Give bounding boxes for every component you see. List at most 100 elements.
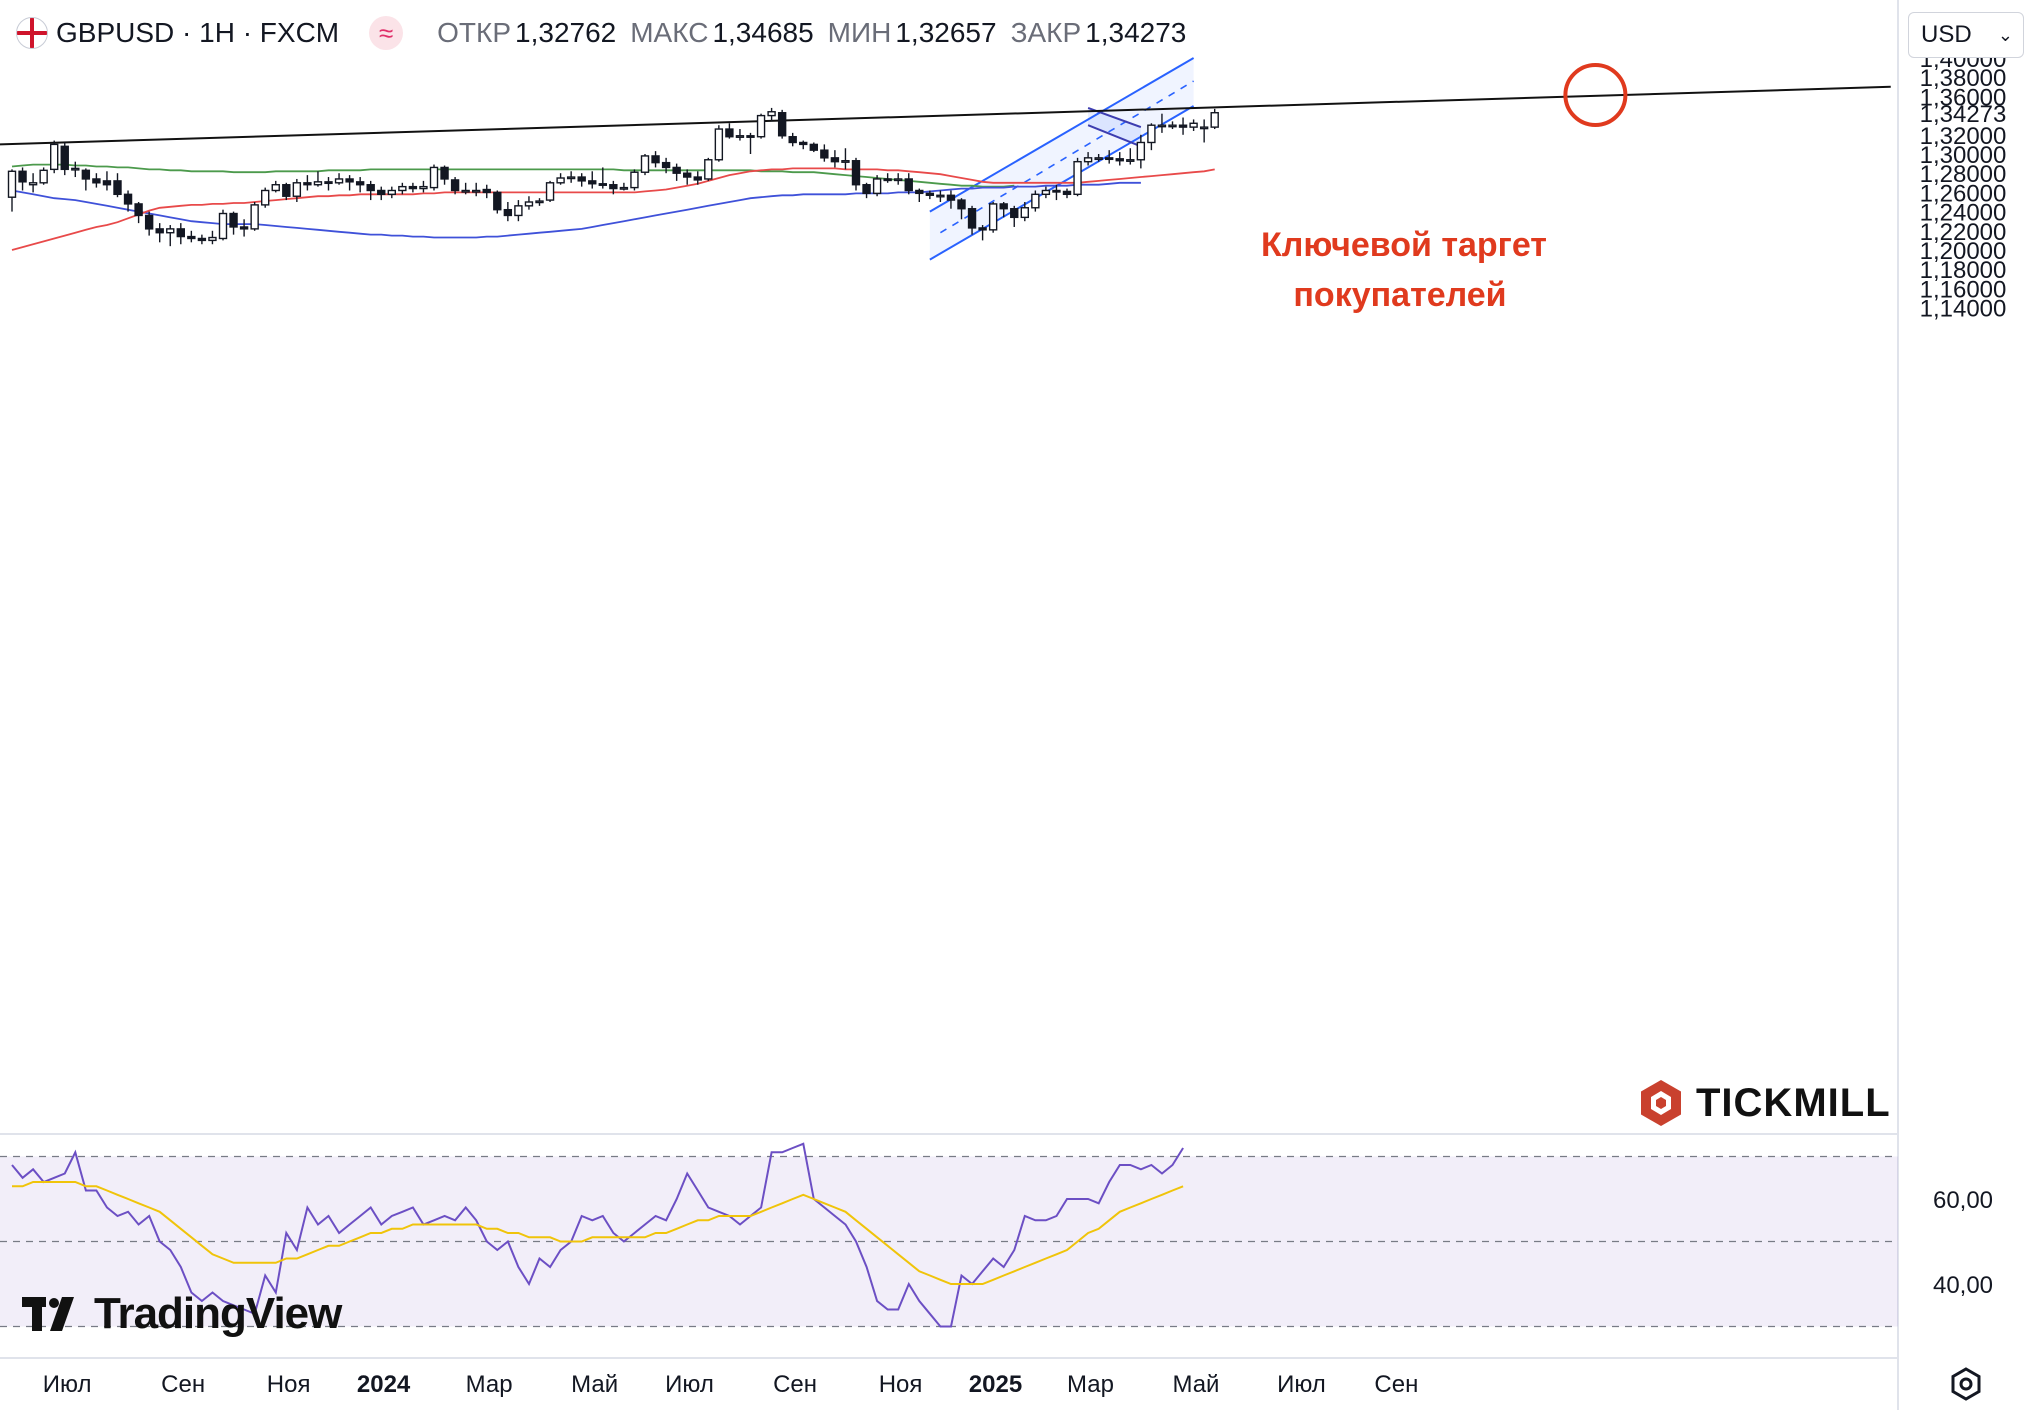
candle [1115, 158, 1124, 162]
candle [883, 178, 892, 182]
candle [630, 171, 639, 189]
candle [493, 191, 502, 211]
candle [946, 194, 956, 201]
candle [39, 169, 48, 184]
open-value: 1,32762 [515, 17, 617, 48]
candle [197, 237, 207, 242]
candle [894, 178, 903, 182]
price-tick-label: 1,18000 [1920, 257, 2007, 284]
channel-layer[interactable] [929, 57, 1195, 261]
candle [1136, 141, 1146, 161]
currency-value: USD [1921, 21, 1972, 48]
candle [746, 135, 755, 138]
time-tick-label: Июл [665, 1371, 714, 1398]
time-tick-label: Сен [1374, 1371, 1418, 1398]
candle [872, 178, 882, 195]
candle [1041, 189, 1051, 196]
candle [7, 170, 17, 198]
time-tick-label: Сен [161, 1371, 205, 1398]
candle [218, 212, 228, 240]
indicator-wave-icon[interactable]: ≈ [369, 16, 404, 50]
candle [841, 160, 850, 163]
candle [915, 189, 924, 195]
price-tick-label: 1,30000 [1920, 142, 2007, 169]
flag-lower-line [1087, 124, 1142, 148]
tradingview-mark-icon [22, 1297, 74, 1331]
candle [187, 235, 196, 240]
candle [1010, 208, 1019, 219]
candle [756, 114, 766, 138]
high-label: МАКС [630, 17, 709, 48]
gear-icon[interactable] [1948, 1366, 1984, 1402]
price-axis[interactable]: 1,420001,400001,380001,360001,320001,300… [1920, 27, 2007, 323]
price-tick-label: 1,22000 [1920, 219, 2007, 246]
high-value: 1,34685 [712, 17, 814, 48]
candle [313, 181, 323, 186]
candle [566, 176, 576, 180]
candle [1178, 124, 1188, 128]
candles-layer [7, 107, 1219, 247]
candle [1157, 124, 1167, 128]
candle [524, 201, 534, 207]
time-axis[interactable]: Июл Сен Ноя 2024 Мар Май Июл Сен Ноя 2025 Мар Май Ию… [43, 1371, 1419, 1398]
candle [704, 159, 713, 180]
chevron-down-icon: ⌄ [1997, 24, 2013, 45]
last-price-label: 1,34273 [1920, 101, 2007, 128]
flag-fill [1088, 107, 1141, 147]
candle [683, 172, 692, 178]
chart-header: GBPUSD · 1H · FXCM ≈ ОТКР 1,32762 МАКС 1… [16, 12, 1186, 54]
candle [208, 236, 217, 242]
candle [1031, 193, 1040, 209]
candle [1094, 157, 1103, 161]
ma-green-line [11, 163, 1015, 188]
time-tick-label: Июл [1277, 1371, 1326, 1398]
target-layer [1563, 62, 1628, 127]
candle [419, 185, 428, 190]
candle [60, 145, 69, 171]
candle [904, 178, 913, 192]
candle [925, 192, 935, 196]
candle [71, 167, 80, 171]
candle [1104, 157, 1114, 161]
gbp-usd-flag-icon [16, 17, 48, 49]
candle [271, 184, 280, 192]
candle [1168, 124, 1177, 128]
low-value: 1,32657 [895, 17, 997, 48]
candle [355, 181, 365, 186]
candle [1189, 122, 1198, 128]
candle [1020, 207, 1029, 219]
candle [598, 183, 607, 186]
trendline-layer[interactable] [0, 85, 1891, 146]
candle [408, 185, 418, 190]
candle [261, 189, 270, 206]
currency-selector[interactable]: USD ⌄ [1908, 12, 2024, 58]
candle [651, 155, 660, 164]
candle [461, 189, 470, 193]
candle [1210, 112, 1219, 128]
rsi-panel[interactable]: 60,00 40,00 [0, 1142, 1993, 1328]
candle [545, 182, 555, 201]
annotation-line-2: покупателей [1293, 276, 1506, 314]
candle [693, 176, 702, 181]
candle [588, 180, 597, 185]
candle [324, 181, 333, 185]
symbol-title[interactable]: GBPUSD · 1H · FXCM [56, 17, 340, 48]
price-tick-label: 1,32000 [1920, 123, 2007, 150]
candle [851, 160, 861, 186]
candle [661, 161, 671, 169]
candle [92, 178, 101, 184]
ma-blue-line [11, 181, 1141, 239]
time-tick-label: Сен [773, 1371, 817, 1398]
candle [1052, 189, 1061, 193]
candle [450, 179, 460, 192]
low-label: МИН [827, 17, 892, 48]
candle [134, 203, 143, 217]
candle [176, 228, 186, 238]
price-tick-label: 1,24000 [1920, 200, 2007, 227]
candle [292, 182, 302, 197]
time-tick-label: Мар [1067, 1371, 1114, 1398]
candle [609, 184, 618, 190]
candle [714, 128, 724, 161]
candle [788, 136, 797, 144]
